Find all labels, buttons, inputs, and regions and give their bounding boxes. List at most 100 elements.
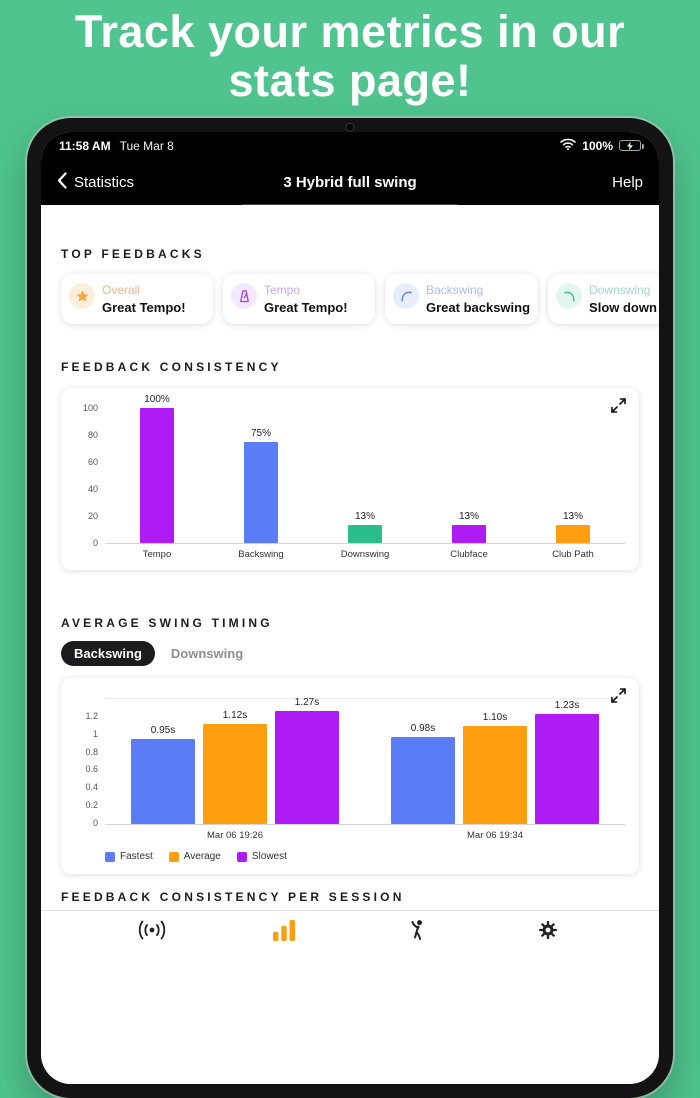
headline-line-2: stats page! bbox=[228, 54, 472, 106]
y-tick-label: 60 bbox=[87, 457, 98, 467]
feedback-card-backswing[interactable]: Backswing Great backswing bbox=[385, 274, 539, 324]
legend-swatch-slowest bbox=[236, 851, 247, 862]
bar-value-label: 13% bbox=[458, 511, 479, 523]
expand-icon[interactable] bbox=[611, 398, 627, 414]
consistency-chart-x-labels: Tempo Backswing Downswing Clubface Club Path bbox=[105, 549, 625, 560]
legend-swatch-fastest bbox=[105, 851, 115, 862]
stats-icon bbox=[273, 920, 295, 941]
sensor-icon bbox=[138, 920, 166, 940]
nav-divider bbox=[242, 204, 458, 205]
feedback-card-text: Great backswing bbox=[426, 300, 531, 315]
bar-downswing bbox=[348, 525, 382, 543]
bar-average bbox=[463, 725, 527, 824]
tab-backswing[interactable]: Backswing bbox=[61, 641, 155, 666]
x-axis-label: Mar 06 19:26 bbox=[207, 830, 263, 841]
metronome-icon bbox=[231, 283, 257, 309]
page-title: Track your metrics in our stats page! bbox=[0, 6, 700, 106]
y-tick-label: 0.8 bbox=[85, 746, 98, 757]
status-bar: 11:58 AM Tue Mar 8 100% bbox=[41, 132, 659, 159]
y-tick-label: 0.6 bbox=[85, 764, 98, 775]
profile-tab[interactable] bbox=[400, 919, 432, 941]
bar-value-label: 75% bbox=[250, 427, 271, 439]
timing-legend-item: Slowest bbox=[236, 851, 287, 862]
star-icon bbox=[69, 283, 95, 309]
timing-chart-card: 0 0.2 0.4 0.6 0.8 1 1.2 0.95s 1.12s 1.27s 0.98s 1.… bbox=[61, 678, 639, 874]
section-title-feedback-consistency: FEEDBACK CONSISTENCY bbox=[61, 360, 282, 374]
chevron-left-icon bbox=[57, 171, 67, 193]
y-tick-label: 0 bbox=[92, 538, 98, 548]
headline-line-1: Track your metrics in our bbox=[74, 6, 626, 57]
front-camera bbox=[345, 123, 355, 132]
bar-tempo bbox=[140, 408, 174, 543]
feedback-card-label: Downswing bbox=[589, 283, 651, 297]
feedback-card-downswing[interactable]: Downswing Slow down bbox=[548, 274, 659, 324]
bar-value-label: 100% bbox=[144, 394, 170, 405]
help-button[interactable]: Help bbox=[612, 173, 643, 191]
y-tick-label: 80 bbox=[87, 430, 98, 440]
sensor-tab[interactable] bbox=[136, 919, 168, 941]
feedback-card-tempo[interactable]: Tempo Great Tempo! bbox=[223, 274, 375, 324]
nav-bar: Statistics 3 Hybrid full swing Help bbox=[41, 159, 659, 205]
bar-value-label: 1.12s bbox=[222, 710, 248, 721]
consistency-chart-y-axis: 0 20 40 60 80 100 bbox=[75, 403, 105, 548]
bar-club-path bbox=[556, 525, 590, 543]
feedback-card-label: Overall bbox=[102, 283, 141, 297]
feedback-card-text: Great Tempo! bbox=[264, 300, 348, 315]
timing-chart-y-axis: 0 0.2 0.4 0.6 0.8 1 1.2 bbox=[75, 698, 105, 828]
consistency-chart-card: 0 20 40 60 80 100 100% 75% 13% 13% 13% Tempo Backs… bbox=[61, 388, 639, 570]
legend-label: Average bbox=[183, 851, 221, 862]
x-axis-label: Downswing bbox=[340, 549, 390, 560]
feedback-card-text: Great Tempo! bbox=[102, 300, 186, 315]
stats-tab[interactable] bbox=[268, 919, 300, 941]
bar-average bbox=[203, 724, 267, 824]
stats-content: TOP FEEDBACKS Overall Great Tempo! bbox=[41, 205, 659, 1084]
x-axis-label: Club Path bbox=[552, 549, 594, 560]
bar-value-label: 1.23s bbox=[554, 700, 580, 712]
top-feedbacks-row[interactable]: Overall Great Tempo! Tempo Great Tempo! bbox=[61, 274, 659, 324]
x-axis-label: Mar 06 19:34 bbox=[467, 830, 523, 841]
bar-clubface bbox=[452, 525, 486, 543]
legend-swatch-average bbox=[168, 851, 179, 862]
bar-fastest bbox=[391, 736, 455, 824]
bar-slowest bbox=[535, 714, 599, 824]
y-tick-label: 0.4 bbox=[85, 782, 98, 793]
status-date: Tue Mar 8 bbox=[119, 138, 174, 153]
feedback-card-text: Slow down bbox=[589, 300, 657, 315]
feedback-card-overall[interactable]: Overall Great Tempo! bbox=[61, 274, 213, 324]
status-time: 11:58 AM bbox=[59, 138, 111, 153]
expand-icon[interactable] bbox=[611, 688, 627, 704]
feedback-card-label: Tempo bbox=[264, 283, 301, 297]
bar-value-label: 13% bbox=[562, 511, 583, 523]
legend-label: Slowest bbox=[251, 851, 287, 862]
settings-tab[interactable] bbox=[532, 919, 564, 941]
feedback-card-label: Backswing bbox=[426, 283, 484, 297]
tab-downswing[interactable]: Downswing bbox=[170, 646, 244, 661]
bar-slowest bbox=[275, 710, 339, 824]
bar-value-label: 1.27s bbox=[294, 696, 320, 708]
app-screen: 11:58 AM Tue Mar 8 100% bbox=[41, 132, 659, 1084]
golfer-icon bbox=[411, 920, 422, 940]
section-title-average-swing-timing: AVERAGE SWING TIMING bbox=[61, 616, 273, 630]
downswing-icon bbox=[556, 283, 583, 309]
bar-value-label: 13% bbox=[354, 511, 375, 523]
back-label: Statistics bbox=[74, 173, 135, 191]
bar-value-label: 1.10s bbox=[482, 711, 508, 723]
y-tick-label: 1.2 bbox=[85, 710, 98, 721]
tablet-frame: 11:58 AM Tue Mar 8 100% bbox=[27, 118, 673, 1098]
bar-value-label: 0.95s bbox=[150, 725, 176, 737]
y-tick-label: 20 bbox=[87, 511, 98, 521]
battery-percent: 100% bbox=[582, 138, 613, 153]
y-tick-label: 40 bbox=[87, 484, 98, 494]
x-axis-label: Clubface bbox=[450, 549, 488, 560]
x-axis-label: Backswing bbox=[238, 549, 284, 560]
bar-value-label: 0.98s bbox=[410, 722, 436, 734]
section-title-top-feedbacks: TOP FEEDBACKS bbox=[61, 247, 205, 261]
timing-chart-bars: 0.95s 1.12s 1.27s 0.98s 1.10s 1.23s bbox=[105, 696, 625, 825]
battery-icon bbox=[619, 140, 644, 151]
back-button[interactable]: Statistics bbox=[57, 171, 135, 193]
backswing-icon bbox=[393, 283, 419, 309]
gear-icon bbox=[538, 920, 558, 940]
legend-label: Fastest bbox=[120, 851, 153, 862]
bottom-tab-bar bbox=[41, 910, 659, 941]
timing-chart-x-labels: Mar 06 19:26 Mar 06 19:34 bbox=[105, 830, 625, 841]
